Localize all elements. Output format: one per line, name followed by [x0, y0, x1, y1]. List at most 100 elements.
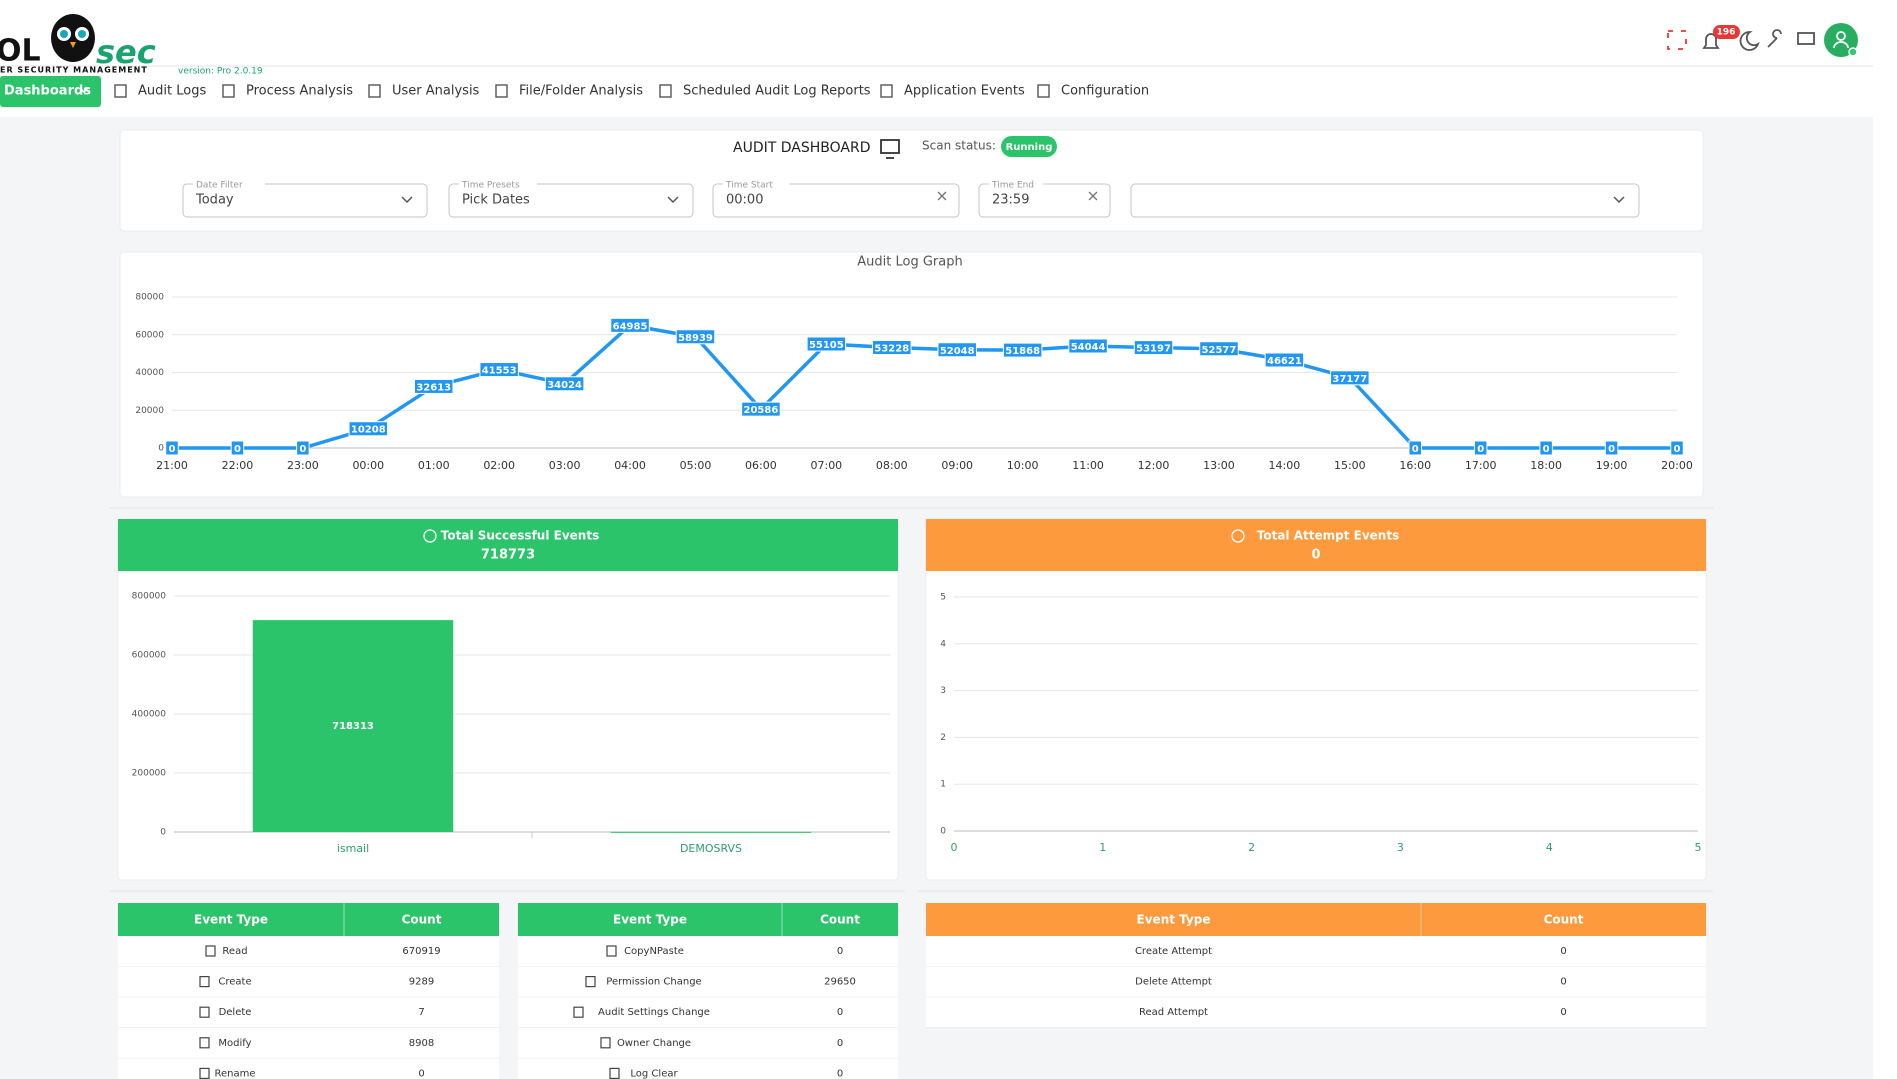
y-tick-label: 80000	[135, 293, 164, 303]
y-tick-label: 2	[940, 733, 946, 743]
nav-icon	[495, 84, 508, 98]
filter-box[interactable]	[712, 183, 960, 218]
line-chart-card	[119, 251, 1704, 498]
point-label: 10208	[351, 425, 386, 436]
nav-icon	[222, 84, 235, 98]
x-tick-label: 06:00	[745, 459, 777, 472]
bell-icon[interactable]	[1702, 33, 1720, 49]
x-tick-label: DEMOSRVS	[680, 842, 742, 855]
table-cell: Audit Settings Change	[598, 1007, 710, 1018]
x-tick-label: 11:00	[1072, 459, 1104, 472]
point-label-box	[544, 376, 585, 392]
y-tick-label: 40000	[135, 368, 164, 378]
y-tick-label: 800000	[132, 592, 167, 602]
point-label-box	[806, 336, 847, 352]
event-icon	[573, 1006, 584, 1018]
filter-box[interactable]	[182, 183, 428, 218]
x-tick-label: 18:00	[1530, 459, 1562, 472]
event-icon	[205, 945, 216, 957]
success-card	[117, 518, 899, 881]
point-label: 37177	[1332, 374, 1367, 385]
point-label-box	[165, 440, 179, 456]
nav-icon	[880, 84, 893, 98]
nav-item[interactable]: Application Events	[904, 84, 1025, 99]
event-icon	[609, 1067, 620, 1079]
table-cell: 7	[418, 1007, 424, 1018]
point-label-box	[296, 440, 310, 456]
nav-item[interactable]: Scheduled Audit Log Reports	[683, 84, 871, 99]
nav-item[interactable]: Process Analysis	[246, 84, 353, 99]
scan-icon[interactable]	[1667, 30, 1687, 50]
column-header: Event Type	[194, 913, 268, 927]
clear-icon[interactable]	[937, 191, 947, 201]
logo-right: sec	[96, 33, 156, 71]
y-tick-label: 600000	[132, 651, 167, 661]
monitor-icon[interactable]	[1797, 32, 1815, 45]
filter-label: Time Presets	[461, 181, 520, 191]
point-label: 53228	[874, 344, 909, 355]
table-header	[518, 903, 898, 936]
point-label: 53197	[1136, 344, 1171, 355]
logo-left: OL	[0, 34, 41, 69]
nav-item[interactable]: Configuration	[1061, 84, 1149, 99]
point-label-box	[1199, 341, 1239, 357]
filter-box[interactable]	[978, 183, 1111, 218]
point-label-box	[1068, 338, 1108, 354]
clear-icon[interactable]	[1088, 191, 1098, 201]
table-row	[926, 966, 1706, 998]
table-cell: Permission Change	[606, 977, 701, 988]
filter-label-bg	[459, 180, 537, 188]
filter-label-bg	[723, 180, 789, 188]
table-row	[118, 966, 499, 998]
header-icons[interactable]	[1667, 23, 1858, 57]
notification-badge	[1713, 25, 1740, 39]
filter-box[interactable]	[1130, 183, 1640, 218]
x-tick-label: 04:00	[614, 459, 646, 472]
filter-box[interactable]	[448, 183, 694, 218]
x-tick-label: 3	[1397, 841, 1404, 854]
x-tick-label: 08:00	[876, 459, 908, 472]
point-label-box	[230, 440, 245, 456]
table-cell: 0	[837, 1068, 843, 1079]
x-tick-label: 02:00	[483, 459, 515, 472]
point-label-box	[610, 317, 650, 333]
dashboard-icon[interactable]	[880, 139, 900, 159]
table-cell: 0	[418, 1068, 424, 1079]
event-icon	[199, 1006, 210, 1018]
table-cell: Delete	[219, 1007, 252, 1018]
nav-item[interactable]: File/Folder Analysis	[519, 84, 643, 99]
avatar-head	[1836, 31, 1846, 41]
point-label-box	[479, 362, 519, 378]
table-row	[118, 997, 499, 1028]
y-tick-label: 0	[940, 827, 946, 837]
table-cell: 9289	[409, 977, 434, 988]
theme-icon[interactable]	[1739, 31, 1760, 51]
point-label-box	[872, 340, 912, 356]
event-icon	[600, 1037, 611, 1049]
x-tick-label: 16:00	[1399, 459, 1431, 472]
tools-icon[interactable]	[1767, 29, 1782, 48]
point-label: 0	[1674, 444, 1681, 455]
nav-active[interactable]	[0, 76, 101, 107]
y-tick-label: 60000	[135, 330, 164, 340]
event-icon	[199, 975, 210, 988]
tagline: ER SECURITY MANAGEMENT	[0, 66, 148, 75]
table-cell: Delete Attempt	[1135, 977, 1212, 988]
nav-item[interactable]: User Analysis	[392, 84, 480, 99]
nav-item[interactable]: Audit Logs	[138, 84, 206, 99]
nav-icon	[1037, 84, 1050, 98]
table-cell: 0	[1560, 977, 1566, 988]
x-tick-label: 07:00	[810, 459, 842, 472]
table-cell: 0	[837, 1007, 843, 1018]
dropdown-chevron	[401, 196, 413, 204]
point-label-box	[741, 401, 781, 417]
x-tick-label: 14:00	[1269, 459, 1301, 472]
table-row	[518, 1058, 898, 1079]
column-header: Event Type	[1137, 913, 1211, 927]
nav-item[interactable]: Dashboards	[4, 84, 91, 99]
table-cell: 0	[837, 946, 843, 957]
point-label-box	[1330, 370, 1370, 386]
table-cell: Log Clear	[630, 1068, 678, 1079]
